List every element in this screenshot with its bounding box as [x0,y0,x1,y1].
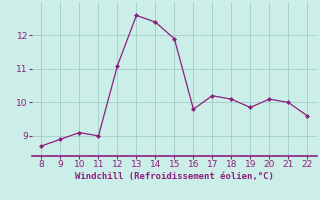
X-axis label: Windchill (Refroidissement éolien,°C): Windchill (Refroidissement éolien,°C) [75,172,274,181]
